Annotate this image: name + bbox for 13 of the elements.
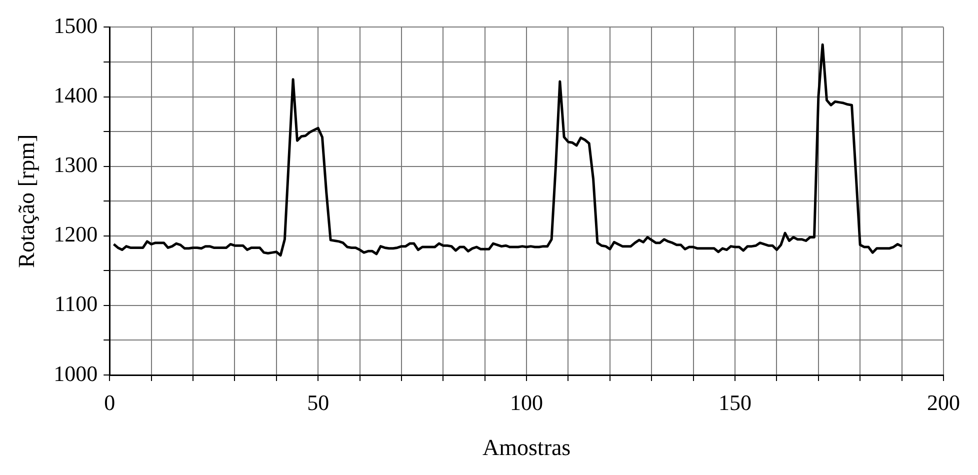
x-tick-label: 200 <box>927 390 960 415</box>
y-tick-label: 1500 <box>54 12 98 38</box>
y-tick-label: 1000 <box>54 360 98 386</box>
x-tick-label: 100 <box>510 390 544 415</box>
y-tick-label: 1300 <box>54 152 98 178</box>
x-tick-label: 0 <box>104 390 116 415</box>
y-tick-label: 1200 <box>54 222 98 247</box>
x-tick-label: 150 <box>718 390 752 415</box>
y-tick-label: 1400 <box>54 82 98 108</box>
y-tick-label: 1100 <box>54 291 98 316</box>
x-tick-label: 50 <box>307 390 330 415</box>
y-axis-title: Rotação [rpm] <box>14 134 39 268</box>
x-axis-title: Amostras <box>482 435 571 460</box>
